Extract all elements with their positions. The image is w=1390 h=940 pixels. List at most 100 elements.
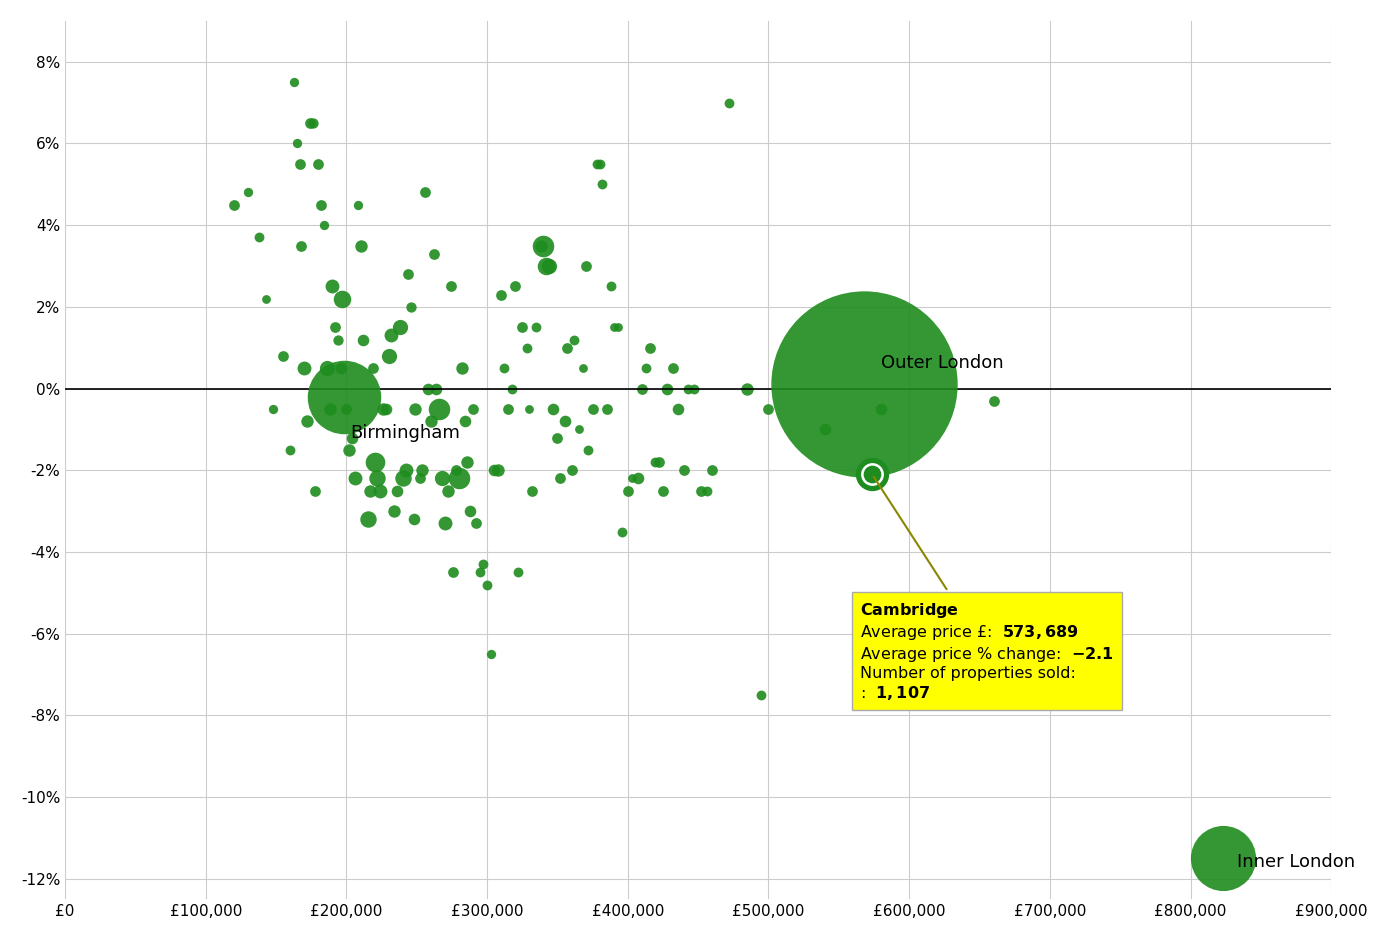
- Point: [370, 483, 392, 498]
- Point: [318, 401, 341, 416]
- Point: [456, 455, 478, 470]
- Point: [737, 381, 759, 396]
- Point: [425, 381, 448, 396]
- Point: [751, 687, 773, 702]
- Point: [293, 361, 316, 376]
- Point: [860, 467, 883, 482]
- Point: [505, 279, 527, 294]
- Point: [701, 462, 723, 478]
- Point: [392, 471, 414, 486]
- Point: [595, 401, 617, 416]
- Point: [491, 287, 513, 302]
- Point: [411, 462, 434, 478]
- Point: [331, 291, 353, 306]
- Point: [453, 414, 475, 429]
- Point: [286, 136, 309, 151]
- Point: [631, 381, 653, 396]
- Point: [291, 238, 313, 253]
- Point: [656, 381, 678, 396]
- Point: [639, 340, 662, 355]
- Point: [367, 471, 389, 486]
- Point: [719, 95, 741, 110]
- Point: [542, 401, 564, 416]
- Point: [648, 455, 670, 470]
- Point: [436, 483, 459, 498]
- Point: [464, 516, 486, 531]
- Point: [588, 156, 610, 171]
- Point: [516, 340, 538, 355]
- Point: [1212, 851, 1234, 866]
- Point: [574, 258, 596, 274]
- Point: [359, 483, 381, 498]
- Point: [349, 238, 371, 253]
- Point: [307, 156, 329, 171]
- Point: [310, 197, 332, 212]
- Point: [677, 381, 699, 396]
- Point: [414, 185, 436, 200]
- Point: [682, 381, 705, 396]
- Point: [302, 116, 324, 131]
- Point: [488, 462, 510, 478]
- Point: [484, 462, 506, 478]
- Point: [338, 443, 360, 458]
- Point: [860, 467, 883, 482]
- Point: [560, 462, 582, 478]
- Point: [445, 462, 467, 478]
- Point: [263, 401, 285, 416]
- Point: [335, 401, 357, 416]
- Point: [695, 483, 717, 498]
- Point: [607, 320, 630, 335]
- Point: [758, 401, 780, 416]
- Point: [375, 401, 398, 416]
- Point: [577, 443, 599, 458]
- Point: [378, 349, 400, 364]
- Point: [571, 361, 594, 376]
- Point: [553, 414, 575, 429]
- Point: [442, 565, 464, 580]
- Point: [279, 443, 302, 458]
- Point: [403, 511, 425, 526]
- Point: [272, 349, 295, 364]
- Text: Birmingham: Birmingham: [350, 424, 460, 442]
- Point: [521, 483, 543, 498]
- Point: [652, 483, 674, 498]
- Point: [874, 687, 897, 702]
- Point: [635, 361, 657, 376]
- Point: [667, 401, 689, 416]
- Point: [813, 422, 835, 437]
- Point: [549, 471, 571, 486]
- Point: [409, 471, 431, 486]
- Point: [324, 320, 346, 335]
- Point: [591, 177, 613, 192]
- Point: [361, 361, 384, 376]
- Point: [247, 230, 270, 245]
- Point: [284, 74, 306, 89]
- Point: [621, 471, 644, 486]
- Text: Inner London: Inner London: [1237, 853, 1355, 870]
- Point: [530, 238, 552, 253]
- Text: $\bf{Cambridge}$
Average price £:  $\bf{573,689}$
Average price % change:  $\bf{: $\bf{Cambridge}$ Average price £: $\bf{5…: [860, 477, 1113, 702]
- Point: [507, 565, 530, 580]
- Point: [689, 483, 712, 498]
- Point: [603, 320, 626, 335]
- Point: [389, 320, 411, 335]
- Point: [423, 246, 445, 261]
- Point: [386, 483, 409, 498]
- Point: [316, 361, 338, 376]
- Point: [860, 467, 883, 482]
- Point: [860, 467, 883, 482]
- Point: [581, 401, 603, 416]
- Point: [395, 462, 417, 478]
- Point: [471, 556, 493, 572]
- Point: [525, 320, 548, 335]
- Point: [567, 422, 589, 437]
- Point: [256, 291, 278, 306]
- Point: [400, 299, 423, 314]
- Point: [343, 471, 366, 486]
- Point: [512, 320, 534, 335]
- Point: [644, 455, 666, 470]
- Point: [493, 361, 516, 376]
- Point: [502, 381, 524, 396]
- Point: [538, 258, 560, 274]
- Point: [498, 401, 520, 416]
